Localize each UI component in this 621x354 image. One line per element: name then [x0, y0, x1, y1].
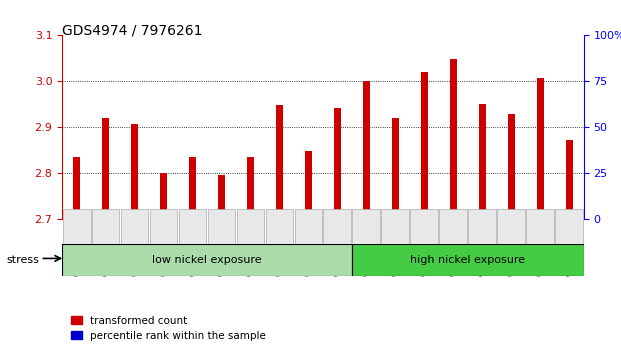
Bar [131, 124, 138, 219]
Text: low nickel exposure: low nickel exposure [152, 255, 262, 265]
FancyBboxPatch shape [555, 209, 583, 244]
FancyBboxPatch shape [266, 209, 293, 244]
FancyBboxPatch shape [120, 209, 148, 244]
Bar [73, 158, 80, 219]
Bar [334, 108, 341, 219]
FancyBboxPatch shape [92, 209, 119, 244]
FancyBboxPatch shape [324, 209, 351, 244]
FancyBboxPatch shape [179, 209, 206, 244]
FancyBboxPatch shape [527, 209, 554, 244]
Bar [102, 118, 109, 219]
Bar [537, 78, 544, 219]
Bar [160, 172, 167, 219]
Bar [218, 175, 225, 219]
Legend: transformed count, percentile rank within the sample: transformed count, percentile rank withi… [67, 312, 270, 345]
Bar [276, 105, 283, 219]
Bar [189, 158, 196, 219]
FancyBboxPatch shape [294, 209, 322, 244]
Text: stress: stress [6, 255, 39, 265]
FancyBboxPatch shape [440, 209, 467, 244]
Bar [421, 72, 428, 219]
Bar [363, 81, 370, 219]
FancyBboxPatch shape [497, 209, 525, 244]
FancyBboxPatch shape [353, 209, 380, 244]
Bar [566, 140, 573, 219]
Bar [247, 158, 254, 219]
Text: high nickel exposure: high nickel exposure [410, 255, 525, 265]
FancyBboxPatch shape [352, 244, 584, 276]
Text: GDS4974 / 7976261: GDS4974 / 7976261 [62, 23, 202, 37]
Bar [450, 59, 457, 219]
FancyBboxPatch shape [150, 209, 178, 244]
Bar [305, 152, 312, 219]
FancyBboxPatch shape [237, 209, 265, 244]
FancyBboxPatch shape [63, 209, 91, 244]
Bar [508, 114, 515, 219]
FancyBboxPatch shape [410, 209, 438, 244]
Bar [392, 118, 399, 219]
FancyBboxPatch shape [381, 209, 409, 244]
FancyBboxPatch shape [62, 244, 352, 276]
FancyBboxPatch shape [468, 209, 496, 244]
Bar [479, 104, 486, 219]
FancyBboxPatch shape [207, 209, 235, 244]
